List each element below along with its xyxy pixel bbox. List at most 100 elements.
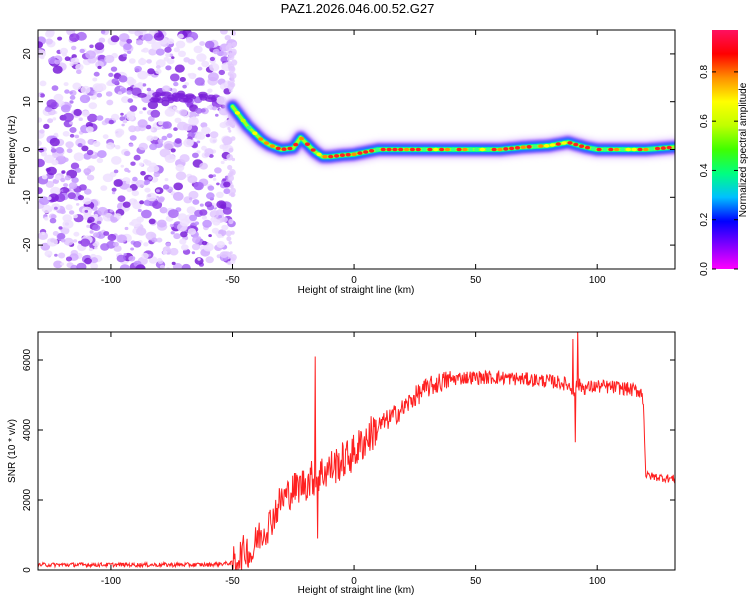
noise-blob xyxy=(159,264,165,269)
noise-blob xyxy=(54,253,58,257)
noise-blob xyxy=(173,127,178,131)
noise-blob xyxy=(162,250,168,255)
noise-blob xyxy=(62,131,70,137)
spectrogram-y-axis-label: Frequency (Hz) xyxy=(7,116,18,185)
noise-blob xyxy=(49,137,60,147)
noise-blob xyxy=(206,105,211,110)
noise-blob xyxy=(57,36,63,41)
x-tick-label: -50 xyxy=(225,576,240,587)
ridge-peak xyxy=(666,145,672,150)
noise-blob xyxy=(187,175,198,184)
noise-blob xyxy=(93,214,99,218)
noise-blob xyxy=(85,172,90,176)
noise-blob xyxy=(86,174,95,181)
ridge-peak xyxy=(544,144,550,148)
noise-blob xyxy=(97,206,108,216)
noise-blob xyxy=(120,87,127,93)
ridge-peak xyxy=(462,147,468,152)
noise-blob xyxy=(130,218,142,228)
x-tick-label: -100 xyxy=(101,275,121,286)
noise-blob xyxy=(144,187,151,193)
ridge-peak xyxy=(561,141,567,145)
noise-blob xyxy=(175,40,186,49)
ridge-peak xyxy=(637,147,643,152)
snr-series xyxy=(38,332,675,570)
noise-blob xyxy=(90,257,99,264)
noise-blob xyxy=(201,240,208,246)
noise-blob xyxy=(163,140,175,150)
noise-blob xyxy=(228,52,235,58)
noise-blob xyxy=(38,140,42,147)
noise-blob xyxy=(228,129,232,133)
noise-blob xyxy=(69,127,77,133)
ridge-peak xyxy=(491,147,497,152)
noise-blob xyxy=(96,220,102,225)
noise-blob xyxy=(82,197,92,205)
noise-blob xyxy=(159,207,168,214)
snr-line xyxy=(38,332,675,570)
x-tick-label: 100 xyxy=(589,576,606,587)
noise-blob xyxy=(85,121,93,128)
noise-blob xyxy=(96,157,104,164)
noise-blob xyxy=(183,138,194,148)
ridge-peak xyxy=(474,147,480,152)
noise-blob xyxy=(40,151,48,157)
noise-blob xyxy=(72,82,82,90)
noise-blob xyxy=(55,147,64,154)
noise-blob xyxy=(155,189,160,193)
colorbar-tick-label: 0.6 xyxy=(699,114,710,128)
ridge-peak xyxy=(514,146,521,150)
ridge-peak xyxy=(450,147,456,152)
ridge-peak xyxy=(619,147,626,152)
noise-blob xyxy=(80,238,91,247)
noise-blob xyxy=(62,188,67,192)
noise-blob xyxy=(41,174,48,180)
noise-blob xyxy=(65,141,74,149)
noise-blob xyxy=(180,231,188,238)
ridge-peak xyxy=(456,147,462,152)
noise-blob xyxy=(146,87,152,92)
noise-blob xyxy=(58,158,64,162)
noise-blob xyxy=(97,65,102,70)
noise-blob xyxy=(89,230,94,234)
noise-blob xyxy=(128,58,136,64)
noise-blob xyxy=(171,88,178,94)
noise-blob xyxy=(195,113,200,117)
ridge-peak xyxy=(468,147,474,152)
noise-blob xyxy=(110,66,118,72)
noise-blob xyxy=(174,138,182,144)
noise-blob xyxy=(187,73,192,77)
noise-blob xyxy=(62,112,74,122)
noise-blob xyxy=(129,105,138,112)
y-tick-label: -10 xyxy=(22,190,33,205)
ridge-peak xyxy=(322,154,328,159)
noise-blob xyxy=(124,167,130,172)
noise-blob xyxy=(98,37,106,43)
noise-blob xyxy=(69,133,75,138)
ridge-peak xyxy=(590,146,596,151)
noise-blob xyxy=(106,240,116,249)
noise-blob xyxy=(39,80,47,87)
noise-blob xyxy=(209,210,220,219)
noise-blob xyxy=(126,38,133,44)
noise-blob xyxy=(76,262,87,269)
ridge-peak xyxy=(404,147,410,152)
noise-blob xyxy=(48,193,59,202)
noise-blob xyxy=(191,243,201,251)
noise-blob xyxy=(142,83,147,87)
noise-blob xyxy=(129,221,134,226)
noise-blob xyxy=(135,179,146,188)
noise-blob xyxy=(199,209,208,216)
ridge-peak xyxy=(625,147,631,152)
noise-blob xyxy=(216,191,224,198)
noise-blob xyxy=(149,143,158,151)
ridge-peak xyxy=(240,118,246,123)
ridge-peak xyxy=(584,145,591,150)
noise-blob xyxy=(118,75,128,83)
noise-blob xyxy=(148,48,157,56)
noise-blob xyxy=(192,199,200,205)
noise-blob xyxy=(143,181,149,186)
ridge-peak xyxy=(380,147,386,152)
ridge-peak xyxy=(643,147,649,152)
noise-blob xyxy=(193,181,204,191)
